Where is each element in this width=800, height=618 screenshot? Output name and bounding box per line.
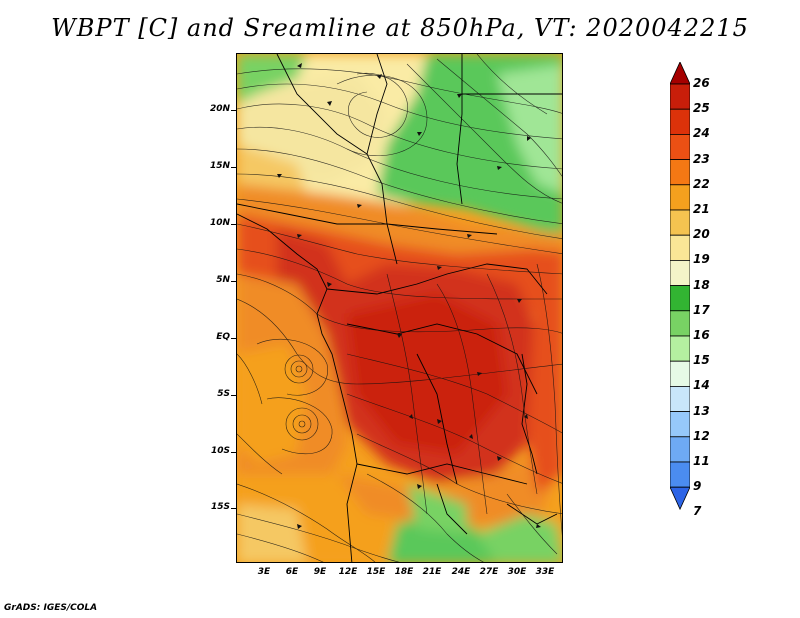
colorbar-swatch [669, 259, 691, 286]
map-panel [236, 53, 563, 563]
colorbar-label: 18 [693, 277, 710, 292]
lat-tick [231, 452, 236, 453]
colorbar-swatch [669, 209, 691, 236]
colorbar-label: 25 [693, 101, 710, 116]
colorbar-swatch [669, 159, 691, 186]
lon-label: 30E [507, 567, 527, 577]
colorbar-label: 16 [693, 328, 710, 342]
lon-label: 9E [313, 567, 327, 577]
lat-label: 5S [217, 389, 230, 399]
colorbar-swatch [669, 285, 691, 312]
lat-label: 15S [210, 502, 230, 512]
lat-tick [231, 167, 236, 168]
lon-label: 33E [535, 567, 555, 577]
colorbar-label: 21 [693, 202, 710, 216]
colorbar-bottom-triangle [669, 486, 691, 511]
colorbar-label: 22 [693, 176, 710, 191]
colorbar [669, 61, 691, 562]
grads-credit: GrADS: IGES/COLA [4, 603, 98, 613]
lon-label: 18E [394, 567, 414, 577]
lat-tick [231, 281, 236, 282]
colorbar-label: 9 [693, 479, 702, 494]
colorbar-swatch [669, 134, 691, 161]
colorbar-top-triangle [669, 61, 691, 85]
colorbar-label: 11 [693, 454, 710, 468]
colorbar-swatch [669, 234, 691, 261]
lat-tick [231, 395, 236, 396]
colorbar-label: 19 [693, 252, 710, 267]
colorbar-label: 12 [693, 428, 710, 443]
lat-label: 5N [216, 275, 230, 285]
lat-label: 20N [209, 104, 230, 114]
colorbar-swatch [669, 108, 691, 135]
lat-tick [231, 110, 236, 111]
colorbar-label: 7 [693, 504, 702, 519]
colorbar-label: 17 [693, 302, 710, 317]
map-svg [237, 54, 562, 562]
lat-tick [231, 224, 236, 225]
colorbar-label: 15 [693, 353, 710, 368]
colorbar-label: 24 [693, 126, 710, 141]
colorbar-swatch [669, 83, 691, 110]
lat-label: EQ [216, 332, 230, 342]
lat-label: 15N [209, 161, 230, 171]
colorbar-swatch [669, 385, 691, 412]
lon-label: 24E [451, 567, 471, 577]
streamlines [237, 54, 562, 562]
colorbar-swatch [669, 436, 691, 463]
colorbar-svg [669, 61, 691, 511]
colorbar-swatch [669, 360, 691, 387]
lat-tick [231, 338, 236, 339]
colorbar-swatch [669, 310, 691, 337]
colorbar-label: 14 [693, 378, 710, 393]
lon-label: 21E [422, 567, 442, 577]
lon-label: 27E [479, 567, 499, 577]
wbpt-field [237, 54, 562, 562]
stream-arrows [277, 63, 541, 529]
colorbar-label: 26 [693, 76, 710, 90]
colorbar-label: 20 [693, 227, 710, 242]
colorbar-swatch [669, 184, 691, 211]
colorbar-swatch [669, 411, 691, 438]
lat-tick [231, 508, 236, 509]
lon-label: 12E [338, 567, 358, 577]
lon-label: 6E [285, 567, 299, 577]
lat-label: 10S [210, 446, 230, 456]
colorbar-label: 23 [693, 151, 710, 166]
colorbar-label: 13 [693, 403, 710, 418]
colorbar-swatch [669, 461, 691, 488]
lon-label: 3E [257, 567, 271, 577]
lon-label: 15E [366, 567, 386, 577]
map-title: WBPT [C] and Sreamline at 850hPa, VT: 20… [51, 14, 749, 42]
lat-label: 10N [209, 218, 230, 228]
colorbar-swatch [669, 335, 691, 362]
